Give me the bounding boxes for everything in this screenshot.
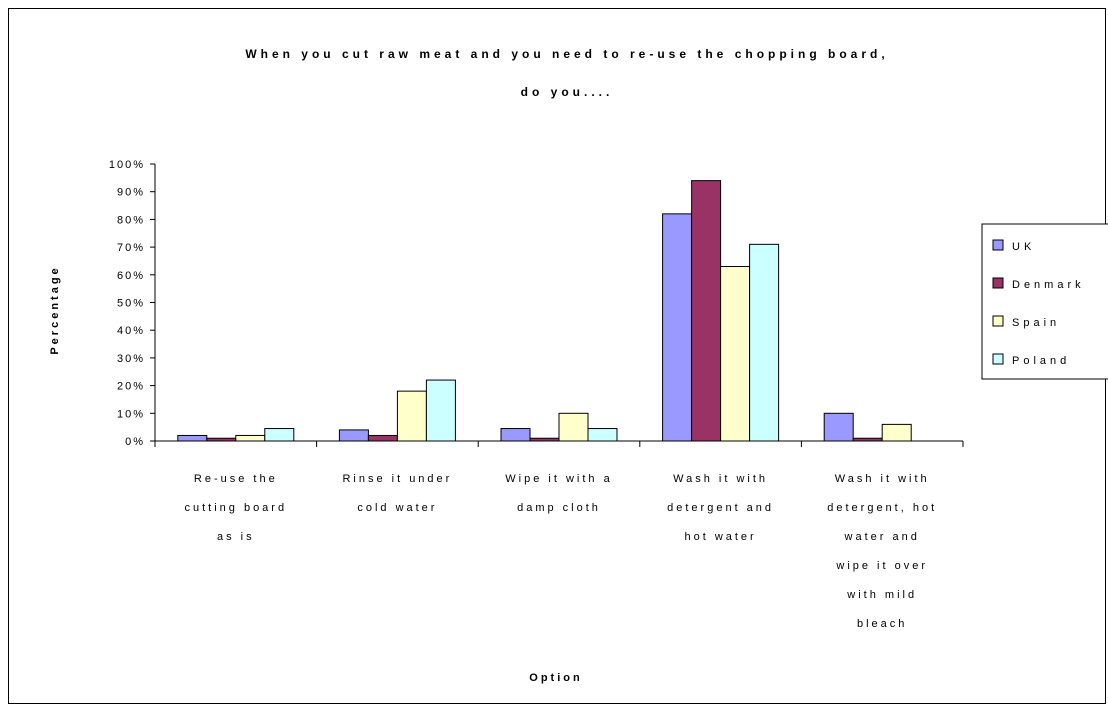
bar xyxy=(881,423,912,442)
x-tick-label-line: bleach xyxy=(857,618,907,630)
legend-label: UK xyxy=(1012,241,1035,253)
bar xyxy=(558,412,589,442)
bar xyxy=(662,213,693,442)
x-tick-label-line: Re-use the xyxy=(194,473,278,485)
y-tick-label: 50% xyxy=(117,298,145,310)
x-tick-label-line: damp cloth xyxy=(517,502,601,514)
x-tick-label-line: hot water xyxy=(684,531,756,543)
chart-title: When you cut raw meat and you need to re… xyxy=(245,47,888,99)
chart-frame xyxy=(8,8,1106,704)
chart-title-line-2: do you.... xyxy=(521,85,614,99)
legend-label: Denmark xyxy=(1012,279,1085,291)
x-tick-label-line: water and xyxy=(844,531,920,543)
y-tick-label: 100% xyxy=(109,159,145,171)
y-tick-label: 30% xyxy=(117,353,145,365)
y-tick-label: 20% xyxy=(117,381,145,393)
x-tick-label: Wash it with detergent and hot water xyxy=(667,473,774,543)
y-tick-label: 80% xyxy=(117,214,145,226)
y-tick-label: 40% xyxy=(117,325,145,337)
bar xyxy=(235,434,266,442)
x-tick-label: Wash it with detergent, hot water and wipe … xyxy=(827,473,937,630)
y-tick-label: 70% xyxy=(117,242,145,254)
bar xyxy=(500,428,531,442)
legend-swatch xyxy=(992,315,1004,327)
x-tick-label-line: cutting board xyxy=(184,502,287,514)
bar xyxy=(823,412,854,442)
x-tick-label-line: Wipe it with a xyxy=(505,473,612,485)
bar xyxy=(587,428,618,442)
bar xyxy=(396,390,427,442)
x-tick-label-line: wipe it over xyxy=(835,560,928,572)
x-tick-label: Re-use the cutting board as is xyxy=(184,473,287,543)
y-tick-label: 60% xyxy=(117,270,145,282)
x-tick-label-line: detergent and xyxy=(667,502,774,514)
x-tick-label-line: Wash it with xyxy=(835,473,930,485)
y-tick-label: 0% xyxy=(125,436,145,448)
bar xyxy=(177,434,208,442)
legend-swatch xyxy=(992,239,1004,251)
plot-area: 0% 10% 20% 30% 40% 50% 60% 70% 80% 90% 100% Re-use … xyxy=(109,159,964,630)
bar xyxy=(367,434,398,442)
bar xyxy=(691,180,722,442)
x-tick-label: Rinse it under cold water xyxy=(342,473,452,514)
legend: UK Denmark Spain Poland xyxy=(981,223,1108,380)
bar xyxy=(720,265,751,442)
bar xyxy=(338,429,369,442)
legend-swatch xyxy=(992,353,1004,365)
bar xyxy=(425,379,456,442)
bar xyxy=(264,428,295,442)
y-axis-title: Percentage xyxy=(49,265,61,354)
legend-swatch xyxy=(992,277,1004,289)
x-tick-label-line: Rinse it under xyxy=(342,473,452,485)
bar xyxy=(749,243,780,442)
x-tick-label-line: cold water xyxy=(357,502,437,514)
x-tick-label-line: with mild xyxy=(846,589,917,601)
chart-title-line-1: When you cut raw meat and you need to re… xyxy=(245,47,888,61)
x-tick-label: Wipe it with a damp cloth xyxy=(505,473,612,514)
x-tick-label-line: detergent, hot xyxy=(827,502,937,514)
y-tick-label: 90% xyxy=(117,187,145,199)
legend-label: Spain xyxy=(1012,317,1060,329)
x-tick-label-line: Wash it with xyxy=(673,473,768,485)
x-tick-label-line: as is xyxy=(217,531,255,543)
legend-label: Poland xyxy=(1012,355,1070,367)
x-axis-title: Option xyxy=(529,672,582,684)
y-tick-label: 10% xyxy=(117,408,145,420)
